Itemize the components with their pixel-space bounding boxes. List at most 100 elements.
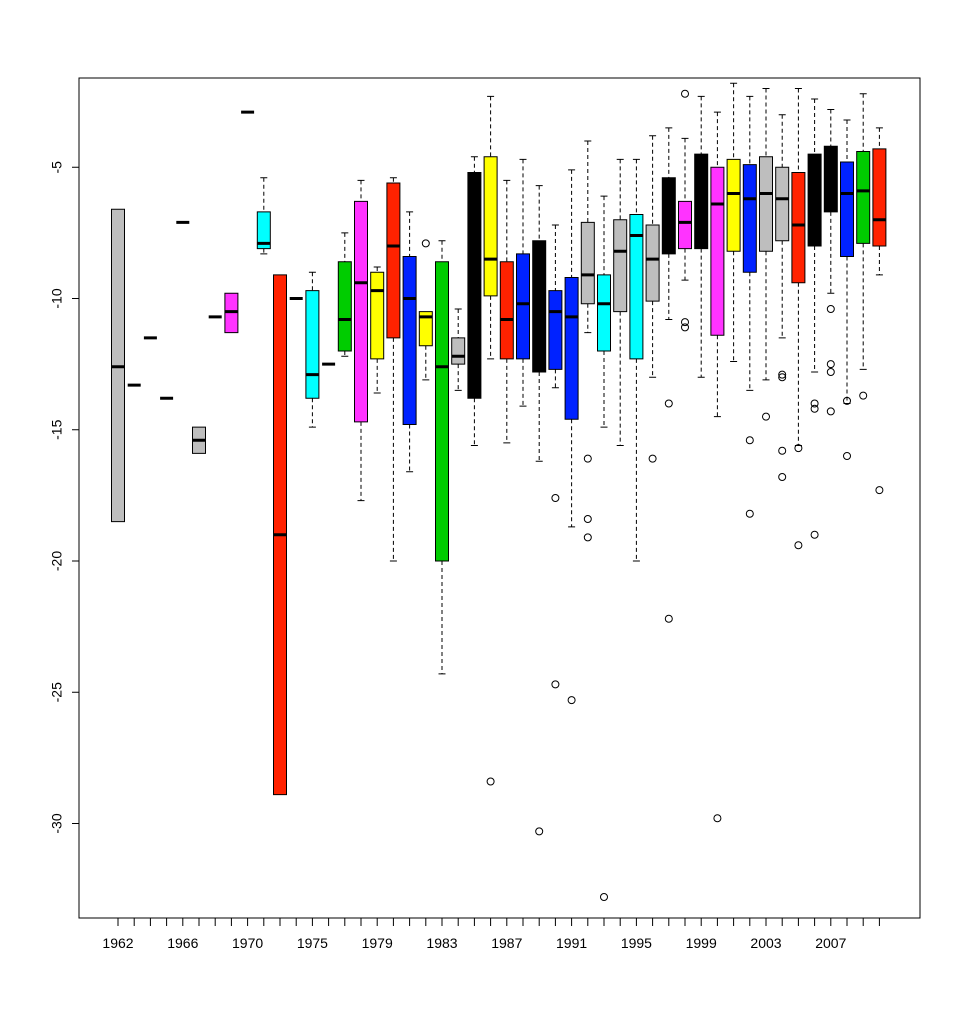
outlier-point (843, 396, 851, 405)
box-iqr (256, 211, 271, 250)
box-iqr (337, 261, 352, 352)
box-iqr (807, 153, 822, 247)
box-group (840, 119, 854, 460)
box-iqr (564, 277, 579, 420)
box-group (791, 88, 806, 550)
box-iqr (629, 214, 644, 360)
outlier-point (600, 893, 608, 901)
box-group (710, 111, 725, 823)
outlier-point (778, 373, 787, 382)
box-group (580, 140, 595, 542)
box-iqr (597, 274, 611, 352)
outlier-point (535, 827, 544, 836)
outlier-point (421, 239, 430, 248)
box-group (678, 89, 692, 332)
outlier-point (810, 530, 819, 539)
box-group (192, 426, 206, 454)
box-group (532, 185, 547, 836)
outlier-point (648, 454, 657, 463)
outlier-point (826, 360, 835, 369)
box-group (435, 240, 449, 675)
y-axis: -30 -25 -20 -15 -10 -5 (49, 161, 80, 834)
box-group (759, 88, 773, 421)
box-iqr (418, 311, 433, 347)
box-group (418, 239, 433, 381)
box-iqr (742, 164, 757, 273)
y-tick-label: -10 (49, 288, 65, 308)
outlier-point (794, 541, 803, 550)
outlier-point (664, 399, 673, 408)
outlier-point (551, 494, 560, 502)
outlier-point (681, 318, 689, 327)
box-group (111, 208, 125, 523)
outlier-point (745, 509, 754, 518)
x-tick-label: 1962 (102, 935, 133, 951)
y-tick-label: -5 (49, 161, 65, 174)
box-group (645, 135, 660, 463)
outlier-point (762, 412, 770, 421)
x-axis: 1962 1966 1970 1975 1979 1983 1987 1991 1995 1999… (102, 917, 880, 951)
box-group (483, 95, 498, 786)
box-group (742, 95, 757, 518)
box-group (597, 195, 611, 901)
box-group (548, 224, 563, 689)
outlier-point (794, 444, 803, 453)
box-iqr (775, 166, 790, 242)
box-iqr (856, 151, 871, 244)
box-iqr (840, 161, 854, 257)
outlier-point (583, 533, 592, 542)
box-group (694, 95, 709, 378)
box-iqr (678, 200, 692, 250)
outlier-point (681, 323, 689, 332)
box-group (354, 179, 368, 502)
outlier-point (583, 515, 592, 523)
box-group (402, 211, 417, 473)
outlier-point (875, 486, 884, 495)
box-iqr (467, 172, 482, 399)
box-group (370, 266, 385, 394)
box-group (337, 232, 352, 357)
outlier-point (810, 399, 819, 408)
x-tick-label: 1999 (686, 935, 717, 951)
box-group (467, 156, 482, 446)
box-series (111, 82, 887, 901)
x-tick-label: 2007 (815, 935, 846, 951)
box-iqr (548, 290, 563, 370)
outlier-point (713, 814, 722, 823)
box-group (386, 177, 401, 562)
x-tick-label: 1970 (232, 935, 263, 951)
box-group (256, 177, 271, 255)
outlier-point (778, 473, 787, 481)
y-tick-label: -15 (49, 419, 65, 439)
box-group (224, 292, 239, 334)
outlier-point (778, 446, 787, 455)
box-group (499, 179, 514, 444)
x-tick-label: 1979 (362, 935, 393, 951)
box-group (273, 274, 287, 796)
box-group (823, 109, 838, 416)
box-group (856, 93, 871, 400)
box-iqr (580, 221, 595, 305)
x-tick-label: 1966 (167, 935, 198, 951)
outlier-point (843, 452, 851, 460)
box-group (726, 82, 741, 362)
box-iqr (872, 148, 887, 247)
outlier-point (486, 777, 495, 786)
outlier-point (681, 89, 689, 98)
box-iqr (759, 156, 773, 252)
box-group (451, 308, 466, 391)
box-group (564, 169, 579, 705)
outlier-point (664, 614, 673, 623)
box-iqr (354, 200, 368, 423)
box-iqr (726, 158, 741, 252)
box-group (516, 158, 530, 407)
outlier-point (778, 370, 787, 379)
x-tick-label: 1995 (621, 935, 652, 951)
box-iqr (435, 261, 449, 562)
outlier-point (583, 454, 592, 463)
box-iqr (370, 271, 385, 360)
box-group (807, 98, 822, 539)
outlier-point (859, 391, 868, 400)
box-iqr (645, 224, 660, 302)
